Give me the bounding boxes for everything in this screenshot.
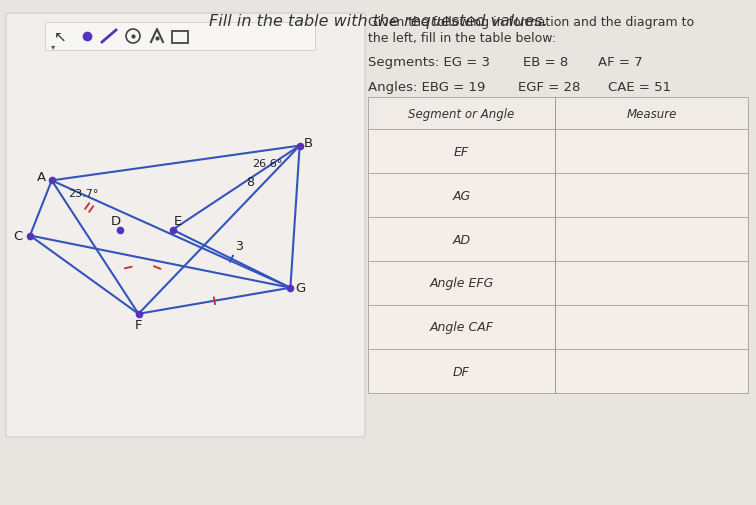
Text: A: A bbox=[37, 171, 46, 183]
Text: B: B bbox=[304, 137, 313, 150]
Text: EB = 8: EB = 8 bbox=[523, 56, 569, 69]
Text: 8: 8 bbox=[246, 175, 254, 188]
Text: Fill in the table with the requested values.: Fill in the table with the requested val… bbox=[209, 14, 547, 29]
Text: AG: AG bbox=[452, 189, 470, 202]
Bar bbox=[368, 98, 748, 130]
Bar bbox=[368, 306, 748, 349]
Text: AD: AD bbox=[452, 233, 470, 246]
Text: D: D bbox=[111, 215, 121, 228]
Text: 3: 3 bbox=[236, 239, 243, 252]
Text: Angle CAF: Angle CAF bbox=[429, 321, 494, 334]
Text: F: F bbox=[135, 319, 142, 332]
Text: Angle EFG: Angle EFG bbox=[429, 277, 494, 290]
Text: C: C bbox=[14, 230, 23, 242]
Text: CAE = 51: CAE = 51 bbox=[608, 81, 671, 94]
Bar bbox=[45, 23, 315, 51]
Text: Measure: Measure bbox=[626, 107, 677, 120]
Text: ↖: ↖ bbox=[54, 29, 67, 44]
Text: Angles: EBG = 19: Angles: EBG = 19 bbox=[368, 81, 485, 94]
Bar bbox=[172, 32, 188, 44]
Text: 23.7°: 23.7° bbox=[68, 189, 98, 199]
Text: Segments: EG = 3: Segments: EG = 3 bbox=[368, 56, 490, 69]
Text: DF: DF bbox=[453, 365, 470, 378]
Bar bbox=[368, 130, 748, 174]
Text: EF: EF bbox=[454, 145, 469, 158]
FancyBboxPatch shape bbox=[6, 14, 365, 437]
Text: ▾: ▾ bbox=[51, 42, 55, 52]
Bar bbox=[368, 218, 748, 262]
Text: Segment or Angle: Segment or Angle bbox=[408, 107, 515, 120]
Text: the left, fill in the table below:: the left, fill in the table below: bbox=[368, 32, 556, 45]
Text: EGF = 28: EGF = 28 bbox=[518, 81, 581, 94]
Text: E: E bbox=[173, 215, 181, 228]
Text: 26.6°: 26.6° bbox=[252, 158, 282, 168]
Bar bbox=[368, 262, 748, 306]
Text: G: G bbox=[296, 282, 305, 294]
Text: AF = 7: AF = 7 bbox=[598, 56, 643, 69]
Bar bbox=[368, 349, 748, 393]
Text: Given the following in formation and the diagram to: Given the following in formation and the… bbox=[368, 16, 694, 29]
Bar bbox=[368, 174, 748, 218]
